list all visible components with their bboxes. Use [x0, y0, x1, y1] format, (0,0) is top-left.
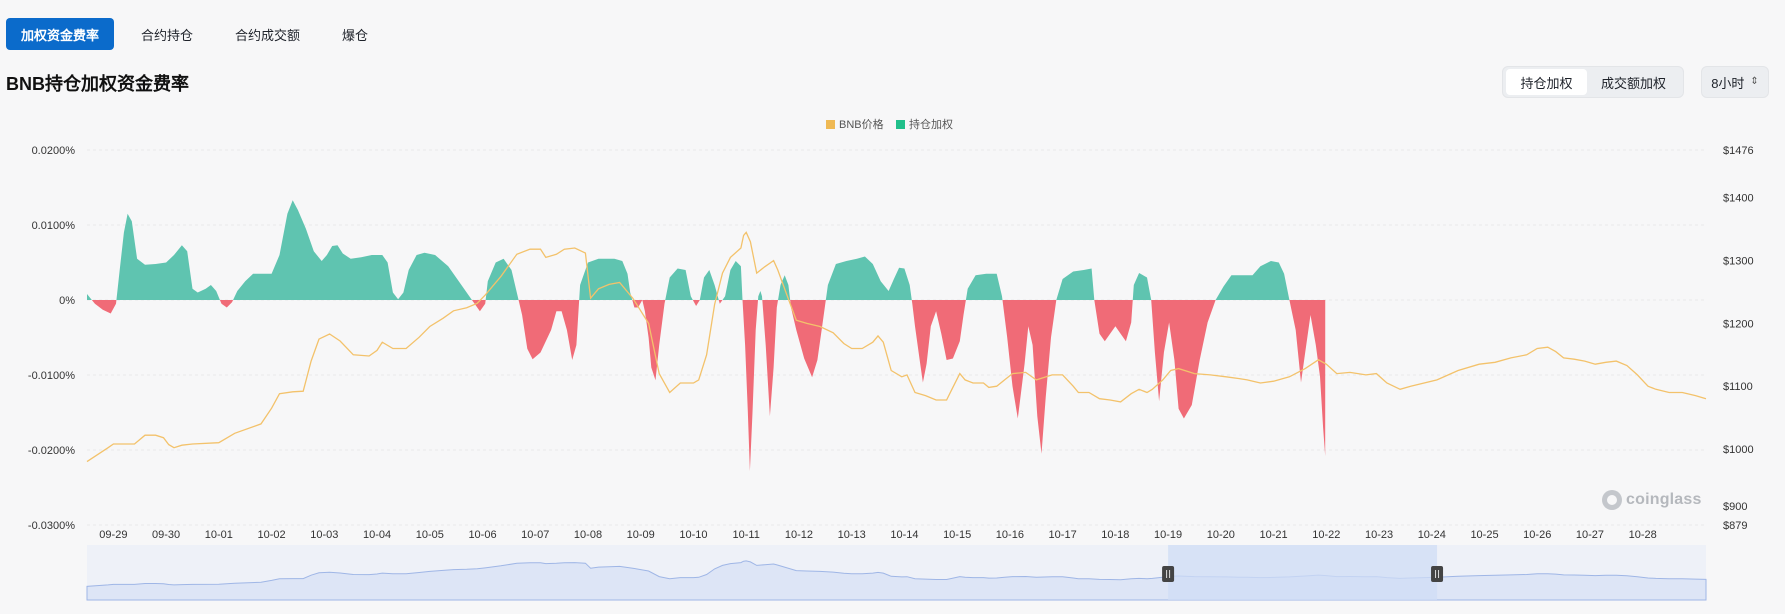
x-tick-label: 10-18	[1101, 529, 1129, 541]
y-left-tick-label: 0.0200%	[32, 145, 76, 157]
y-right-tick-label: $879	[1723, 520, 1747, 532]
x-tick-label: 10-17	[1049, 529, 1077, 541]
x-tick-label: 10-19	[1154, 529, 1182, 541]
x-tick-label: 10-27	[1576, 529, 1604, 541]
navigator-left-handle[interactable]	[1162, 566, 1175, 582]
x-tick-label: 09-30	[152, 529, 180, 541]
page-title: BNB持仓加权资金费率	[6, 74, 189, 94]
x-tick-label: 09-29	[99, 529, 127, 541]
x-tick-label: 10-20	[1207, 529, 1235, 541]
x-tick-label: 10-23	[1365, 529, 1393, 541]
volume-weighted-button[interactable]: 成交额加权	[1601, 75, 1667, 91]
x-tick-label: 10-21	[1259, 529, 1287, 541]
oi-weighted-button[interactable]: 持仓加权	[1506, 69, 1588, 95]
navigator-selected-window	[1168, 545, 1438, 600]
x-tick-label: 10-07	[521, 529, 549, 541]
y-left-tick-label: 0.0100%	[32, 220, 76, 232]
x-tick-label: 10-14	[890, 529, 918, 541]
y-left-tick-label: -0.0100%	[28, 370, 75, 382]
tab-open-interest[interactable]: 合约持仓	[126, 18, 209, 50]
funding-positive-area	[87, 200, 1326, 300]
legend-swatch-price	[826, 120, 835, 129]
legend-swatch-rate	[896, 120, 905, 129]
x-tick-label: 10-16	[996, 529, 1024, 541]
x-tick-label: 10-05	[416, 529, 444, 541]
x-tick-label: 10-11	[733, 529, 760, 541]
top-tabs: 加权资金费率 合约持仓 合约成交额 爆仓	[6, 18, 384, 50]
funding-negative-area	[87, 300, 1326, 471]
y-right-tick-label: $1400	[1723, 193, 1754, 205]
x-tick-label: 10-25	[1470, 529, 1498, 541]
x-tick-label: 10-03	[310, 529, 338, 541]
watermark-text: coinglass	[1626, 491, 1702, 508]
tab-volume[interactable]: 合约成交额	[220, 18, 316, 50]
y-left-tick-label: -0.0200%	[28, 445, 75, 457]
funding-rate-chart[interactable]: BNB价格 持仓加权 0.0200% 0.0100% 0% -0.0100% -0.0200…	[0, 105, 1785, 614]
x-tick-label: 10-08	[574, 529, 602, 541]
legend-label-rate: 持仓加权	[909, 117, 953, 131]
navigator-right-handle[interactable]	[1431, 566, 1444, 582]
tab-weighted-funding-rate[interactable]: 加权资金费率	[6, 18, 115, 50]
x-tick-label: 10-02	[258, 529, 286, 541]
y-left-tick-label: -0.0300%	[28, 520, 75, 532]
x-tick-label: 10-28	[1629, 529, 1657, 541]
interval-label: 8小时	[1711, 75, 1745, 91]
x-tick-label: 10-12	[785, 529, 813, 541]
weighting-toggle: 持仓加权 成交额加权	[1502, 66, 1684, 98]
x-tick-label: 10-15	[943, 529, 971, 541]
x-tick-label: 10-04	[363, 529, 391, 541]
tab-liquidations[interactable]: 爆仓	[327, 18, 384, 50]
watermark: coinglass	[1602, 490, 1702, 510]
x-tick-label: 10-22	[1312, 529, 1340, 541]
y-right-tick-label: $1000	[1723, 444, 1754, 456]
y-right-tick-label: $1100	[1723, 381, 1753, 393]
price-line	[86, 231, 1707, 463]
x-tick-label: 10-24	[1418, 529, 1446, 541]
x-tick-label: 10-06	[468, 529, 496, 541]
y-right-tick-label: $900	[1723, 501, 1747, 513]
x-tick-label: 10-01	[205, 529, 233, 541]
y-right-tick-label: $1300	[1723, 256, 1754, 268]
updown-chevron-icon: ⇕	[1750, 76, 1759, 87]
x-tick-label: 10-26	[1523, 529, 1551, 541]
x-tick-label: 10-10	[679, 529, 707, 541]
legend-label-price: BNB价格	[839, 117, 884, 131]
interval-select[interactable]: 8小时 ⇕	[1701, 66, 1769, 98]
coinglass-logo-icon	[1602, 490, 1622, 510]
y-right-tick-label: $1200	[1723, 318, 1754, 330]
y-left-tick-label: 0%	[59, 295, 75, 307]
x-tick-label: 10-13	[838, 529, 866, 541]
y-right-tick-label: $1476	[1723, 145, 1754, 157]
x-tick-label: 10-09	[627, 529, 655, 541]
